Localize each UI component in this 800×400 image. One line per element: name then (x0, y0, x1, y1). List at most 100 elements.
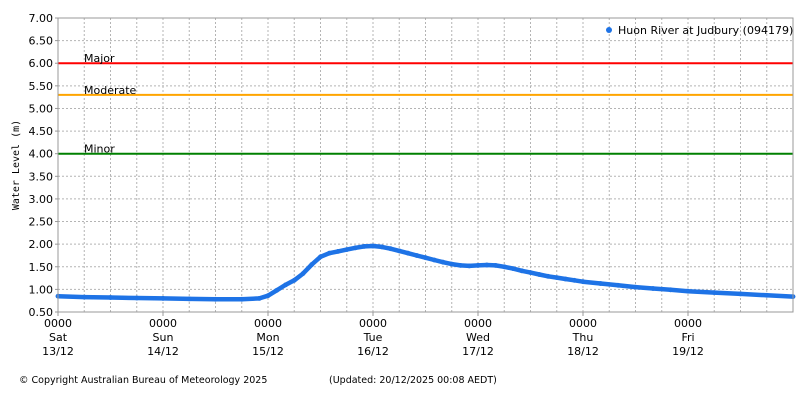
data-point (309, 262, 315, 267)
data-point (283, 282, 288, 288)
data-point (326, 250, 332, 256)
data-point (335, 249, 341, 254)
data-point (239, 296, 245, 302)
x-tick-date: 17/12 (462, 345, 494, 358)
series-layer (55, 243, 796, 302)
data-point (423, 255, 428, 261)
x-tick-date: 15/12 (252, 345, 284, 358)
data-point (475, 263, 481, 268)
threshold-lines: Major Moderate Minor (58, 52, 793, 156)
data-point (134, 295, 140, 301)
x-axis-ticks: 0000Sat13/120000Sun14/120000Mon15/120000… (42, 312, 704, 358)
data-point (449, 261, 455, 267)
y-tick-label: 2.50 (29, 216, 54, 229)
legend-label: Huon River at Judbury (094179) (618, 24, 793, 37)
data-point (484, 262, 490, 268)
threshold-label-minor: Minor (84, 143, 115, 156)
data-point (545, 273, 551, 279)
data-point (81, 294, 87, 300)
data-point (536, 272, 542, 277)
x-tick-day: Sat (49, 331, 68, 344)
y-tick-label: 5.00 (29, 102, 54, 115)
y-tick-label: 5.50 (29, 80, 54, 93)
data-point (685, 288, 691, 294)
y-tick-label: 6.00 (29, 57, 54, 70)
data-point (160, 296, 166, 301)
data-point (440, 259, 446, 265)
y-tick-label: 7.00 (29, 12, 54, 25)
y-tick-label: 3.50 (29, 170, 54, 183)
data-point (396, 248, 402, 254)
data-point (466, 263, 472, 269)
x-tick-day: Fri (681, 331, 694, 344)
data-point (414, 253, 420, 258)
data-point (379, 244, 385, 250)
x-tick-time: 0000 (44, 317, 72, 330)
x-tick-date: 19/12 (672, 345, 704, 358)
data-point (186, 296, 192, 302)
threshold-label-major: Major (84, 52, 115, 65)
data-point (361, 244, 367, 249)
x-tick-day: Wed (466, 331, 490, 344)
x-tick-time: 0000 (569, 317, 597, 330)
data-point (510, 266, 516, 271)
data-point (431, 257, 437, 263)
x-tick-date: 13/12 (42, 345, 74, 358)
threshold-label-moderate: Moderate (84, 84, 137, 97)
y-tick-label: 4.00 (29, 148, 54, 161)
data-point (711, 290, 717, 295)
data-point (563, 276, 568, 282)
x-tick-time: 0000 (359, 317, 387, 330)
data-point (668, 287, 673, 293)
data-point (318, 254, 323, 260)
y-tick-label: 2.00 (29, 238, 54, 251)
x-tick-day: Thu (572, 331, 594, 344)
data-point (493, 263, 498, 268)
y-axis-label: Water Level (m) (11, 120, 22, 210)
x-tick-time: 0000 (464, 317, 492, 330)
data-point (370, 243, 376, 249)
legend-marker (606, 27, 612, 33)
data-point (108, 295, 113, 300)
data-point (458, 263, 463, 268)
data-point (291, 277, 297, 283)
data-point (764, 292, 770, 298)
copyright-text: © Copyright Australian Bureau of Meteoro… (19, 375, 267, 386)
data-point (519, 268, 525, 274)
y-tick-label: 4.50 (29, 125, 54, 138)
x-tick-day: Mon (256, 331, 279, 344)
legend: Huon River at Judbury (094179) (606, 24, 793, 37)
x-tick-date: 16/12 (357, 345, 389, 358)
data-point (650, 286, 656, 291)
data-point (274, 287, 280, 293)
y-tick-label: 1.00 (29, 283, 54, 296)
x-tick-date: 18/12 (567, 345, 599, 358)
data-point (738, 291, 743, 297)
data-point (554, 275, 560, 280)
data-point (300, 271, 306, 276)
x-tick-time: 0000 (149, 317, 177, 330)
x-tick-time: 0000 (254, 317, 282, 330)
data-point (265, 293, 271, 299)
y-tick-label: 1.50 (29, 261, 54, 274)
x-tick-day: Sun (153, 331, 174, 344)
x-tick-day: Tue (363, 331, 383, 344)
data-point (405, 250, 411, 256)
data-point (571, 277, 577, 283)
y-tick-label: 6.50 (29, 35, 54, 48)
updated-text: (Updated: 20/12/2025 00:08 AEDT) (329, 375, 497, 386)
x-tick-time: 0000 (674, 317, 702, 330)
y-axis-ticks: 7.00 6.50 6.00 5.50 5.00 4.50 4.00 3.50 3.00 2.50… (29, 12, 58, 319)
data-point (615, 282, 621, 288)
y-tick-label: 3.00 (29, 193, 54, 206)
data-point (501, 264, 507, 270)
data-point (633, 284, 638, 290)
data-point (528, 270, 533, 275)
x-tick-date: 14/12 (147, 345, 179, 358)
data-point (388, 246, 393, 252)
data-point (353, 245, 358, 251)
data-point (256, 296, 262, 301)
data-point (213, 296, 218, 302)
plot-frame (57, 17, 794, 313)
